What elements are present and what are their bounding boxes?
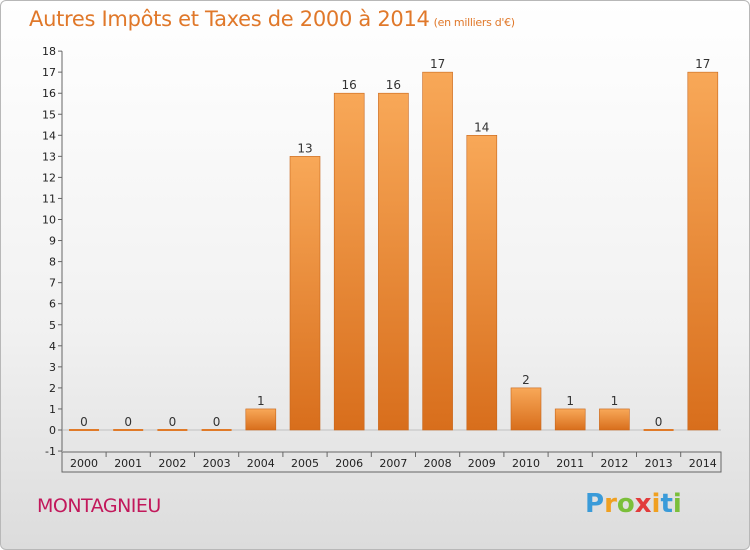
chart-title: Autres Impôts et Taxes de 2000 à 2014 (en… [29,7,515,31]
x-tick-label: 2012 [600,457,628,470]
bar-value-label: 0 [124,415,132,429]
bar [510,387,542,431]
logo-letter: x [634,489,652,519]
bar-value-label: 0 [80,415,88,429]
y-tick-label: 6 [49,298,56,311]
y-tick-label: 12 [42,171,56,184]
x-tick-label: 2008 [424,457,452,470]
x-axis [61,451,722,473]
chart-title-text: Autres Impôts et Taxes de 2000 à 2014 [29,7,430,31]
logo-letter: i [651,489,661,519]
place-label: MONTAGNIEU [37,495,161,517]
y-tick-label: 1 [49,403,56,416]
bar-value-label: 17 [430,57,445,71]
y-tick-label: 8 [49,256,56,269]
bar-value-label: 2 [522,373,530,387]
x-tick-label: 2002 [158,457,186,470]
y-tick-label: 13 [42,150,56,163]
bar-value-label: 16 [342,78,357,92]
y-tick-label: 16 [42,87,56,100]
bar-value-label: 0 [213,415,221,429]
x-tick-label: 2004 [247,457,275,470]
y-tick-label: 3 [49,361,56,374]
bar-value-label: 1 [566,394,574,408]
bar [687,71,719,431]
y-tick-label: 0 [49,424,56,437]
bar [157,429,188,431]
bar [422,71,453,431]
bar [599,408,630,431]
y-tick-label: 9 [49,235,56,248]
y-tick-label: 15 [42,108,56,121]
bar [466,135,498,431]
logo-letter: i [672,489,682,519]
bar [378,92,409,431]
bar-value-label: 0 [169,415,177,429]
bar [333,92,365,431]
x-tick-label: 2010 [512,457,540,470]
x-tick-label: 2003 [203,457,231,470]
y-tick-label: 10 [42,214,56,227]
x-tick-label: 2007 [379,457,407,470]
y-tick-label: 11 [42,192,56,205]
y-tick-label: 17 [42,66,56,79]
bar [245,408,277,431]
bar [201,429,232,431]
y-tick-label: 5 [49,319,56,332]
bar [289,156,321,431]
bar-value-label: 16 [386,78,401,92]
bar [69,429,99,431]
x-tick-label: 2001 [114,457,142,470]
logo-letter: r [604,489,617,519]
x-tick-label: 2013 [645,457,673,470]
x-tick-label: 2005 [291,457,319,470]
y-tick-label: 7 [49,277,56,290]
chart-subtitle: (en milliers d'€) [433,16,515,29]
bar-value-label: 14 [474,120,489,134]
x-tick-label: 2000 [70,457,98,470]
y-tick-label: -1 [45,445,56,458]
bar-value-label: 1 [257,394,265,408]
bar [554,408,586,431]
x-tick-label: 2014 [689,457,717,470]
bar [113,429,144,431]
y-tick-label: 18 [42,45,56,58]
y-tick-label: 14 [42,129,56,142]
x-tick-label: 2009 [468,457,496,470]
logo-letter: P [585,489,605,519]
x-tick-label: 2006 [335,457,363,470]
y-tick-label: 2 [49,382,56,395]
logo-letter: o [616,489,635,519]
bar-value-label: 17 [695,57,710,71]
bar [643,429,674,431]
y-tick-label: 4 [49,340,56,353]
bar-value-label: 13 [297,141,312,155]
x-tick-label: 2011 [556,457,584,470]
bar-value-label: 1 [611,394,619,408]
bar-value-label: 0 [655,415,663,429]
logo-letter: t [660,489,673,519]
proxiti-logo: Proxiti [585,489,682,519]
